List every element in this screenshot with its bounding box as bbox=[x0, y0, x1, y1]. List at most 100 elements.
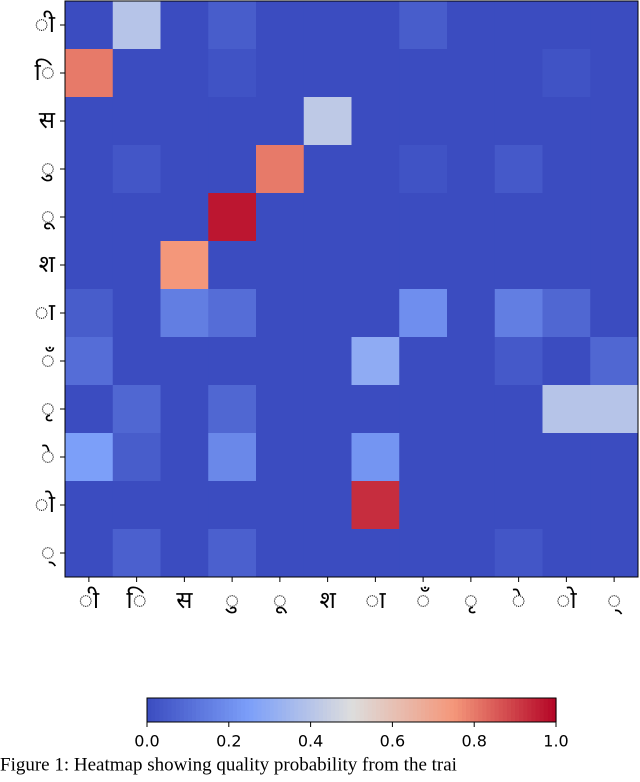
y-tick-label: ी bbox=[35, 10, 56, 38]
cell bbox=[112, 145, 161, 194]
colorbar-step bbox=[151, 698, 156, 722]
cell bbox=[351, 289, 400, 338]
cell bbox=[447, 481, 496, 530]
colorbar-step bbox=[482, 698, 488, 722]
cell bbox=[351, 97, 400, 146]
cell bbox=[112, 49, 161, 98]
cell bbox=[590, 433, 639, 482]
cell bbox=[65, 49, 114, 98]
cell bbox=[351, 337, 400, 386]
cell bbox=[65, 289, 114, 338]
cell bbox=[399, 481, 448, 530]
cell bbox=[303, 529, 352, 578]
colorbar-step bbox=[212, 698, 218, 722]
colorbar-step bbox=[551, 698, 557, 722]
x-tick-label: ो bbox=[556, 586, 577, 614]
colorbar-step bbox=[400, 698, 406, 722]
y-tick-label: ू bbox=[41, 202, 56, 230]
cell bbox=[494, 193, 543, 242]
cell bbox=[399, 1, 448, 50]
y-tick-label: े bbox=[41, 442, 55, 470]
cell bbox=[590, 385, 639, 434]
cell bbox=[208, 433, 257, 482]
colorbar-tick-label: 0.0 bbox=[134, 732, 159, 751]
colorbar-step bbox=[412, 698, 418, 722]
colorbar-step bbox=[187, 698, 193, 722]
colorbar-step bbox=[236, 698, 242, 722]
cell bbox=[303, 433, 352, 482]
cell bbox=[208, 1, 257, 50]
cell bbox=[256, 529, 305, 578]
cell bbox=[494, 241, 543, 290]
colorbar-step bbox=[547, 698, 553, 722]
colorbar-step bbox=[461, 698, 467, 722]
colorbar-tick-label: 0.2 bbox=[216, 732, 241, 751]
y-tick-label: ु bbox=[41, 154, 55, 182]
cell bbox=[399, 433, 448, 482]
colorbar-step bbox=[163, 698, 169, 722]
cell bbox=[65, 481, 114, 530]
colorbar-step bbox=[470, 698, 475, 722]
colorbar-step bbox=[228, 698, 234, 722]
cell bbox=[590, 49, 639, 98]
cell bbox=[399, 193, 448, 242]
cell bbox=[399, 145, 448, 194]
cell bbox=[303, 337, 352, 386]
colorbar-step bbox=[429, 698, 434, 722]
cell bbox=[256, 145, 305, 194]
cell bbox=[160, 529, 209, 578]
colorbar-step bbox=[355, 698, 361, 722]
colorbar-tick-label: 0.8 bbox=[461, 732, 486, 751]
colorbar-step bbox=[306, 698, 312, 722]
cell bbox=[65, 193, 114, 242]
cell bbox=[590, 481, 639, 530]
cell bbox=[447, 529, 496, 578]
cell bbox=[494, 1, 543, 50]
cell bbox=[160, 289, 209, 338]
cell bbox=[542, 145, 591, 194]
colorbar-step bbox=[253, 698, 259, 722]
colorbar-step bbox=[466, 698, 471, 722]
cell bbox=[208, 97, 257, 146]
colorbar-step bbox=[404, 698, 410, 722]
colorbar-step bbox=[531, 698, 537, 722]
colorbar-step bbox=[302, 698, 308, 722]
colorbar-step bbox=[478, 698, 483, 722]
colorbar-step bbox=[200, 698, 205, 722]
cell bbox=[351, 49, 400, 98]
colorbar-step bbox=[208, 698, 214, 722]
cell bbox=[160, 1, 209, 50]
colorbar-step bbox=[388, 698, 393, 722]
cell bbox=[542, 481, 591, 530]
colorbar-step bbox=[147, 698, 152, 722]
cell bbox=[447, 385, 496, 434]
colorbar-step bbox=[523, 698, 528, 722]
colorbar-frame bbox=[146, 697, 557, 723]
colorbar-step bbox=[322, 698, 328, 722]
colorbar-step bbox=[539, 698, 545, 722]
cell bbox=[65, 97, 114, 146]
colorbar-step bbox=[445, 698, 451, 722]
cell bbox=[447, 145, 496, 194]
cell bbox=[447, 241, 496, 290]
colorbar-step bbox=[269, 698, 275, 722]
cell bbox=[256, 289, 305, 338]
x-tick-label: े bbox=[511, 586, 525, 614]
cell bbox=[303, 1, 352, 50]
colorbar-step bbox=[347, 698, 353, 722]
colorbar-step bbox=[232, 698, 238, 722]
colorbar-step bbox=[527, 698, 533, 722]
colorbar-step bbox=[318, 698, 324, 722]
cell bbox=[590, 241, 639, 290]
cell bbox=[208, 241, 257, 290]
colorbar-tick-label: 1.0 bbox=[543, 732, 568, 751]
colorbar-step bbox=[343, 698, 349, 722]
cell bbox=[112, 529, 161, 578]
cell bbox=[542, 433, 591, 482]
cell bbox=[447, 97, 496, 146]
colorbar-step bbox=[175, 698, 181, 722]
y-tick-label: ो bbox=[35, 490, 56, 518]
colorbar-step bbox=[494, 698, 500, 722]
cell bbox=[303, 193, 352, 242]
